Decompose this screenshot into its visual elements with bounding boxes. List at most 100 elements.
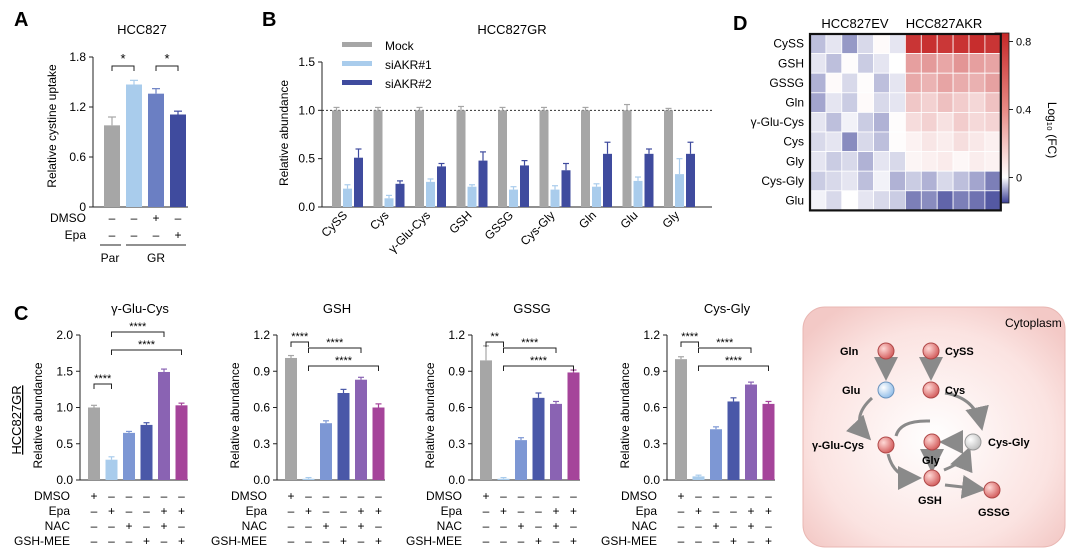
panel-c-row-mark: + — [108, 504, 115, 518]
panel-c-sig-bracket — [698, 347, 752, 353]
heatmap-cell — [873, 151, 890, 172]
panel-c-row-mark: – — [178, 519, 185, 533]
heatmap-cell — [920, 92, 938, 113]
panel-c-sig-bracket — [485, 341, 504, 347]
panel-c-row-label: Epa — [49, 504, 71, 518]
heatmap-cell — [905, 33, 922, 55]
heatmap-cell — [857, 190, 875, 211]
heatmap-cell — [857, 53, 875, 74]
panel-c-row-mark: + — [482, 489, 489, 503]
panel-c-row-mark: + — [677, 489, 684, 503]
panel-b-bar — [539, 110, 549, 207]
heatmap-cell — [984, 170, 1002, 192]
node-gsh — [923, 469, 941, 487]
panel-c-sig-label: **** — [716, 337, 734, 349]
label-gssg: GSSG — [978, 507, 1010, 519]
panel-c-row-label: NAC — [45, 519, 71, 533]
heatmap-cell — [968, 190, 986, 211]
panel-c-row-mark: – — [570, 489, 577, 503]
panel-c-sig-bracket — [308, 347, 362, 353]
panel-c-title: γ-Glu-Cys — [111, 301, 169, 316]
cytoplasm-box — [802, 306, 1066, 548]
heatmap-cell — [841, 72, 859, 94]
heatmap-cell — [920, 112, 938, 133]
panel-c-sig-bracket — [111, 349, 182, 355]
panel-c-row-mark: + — [143, 534, 150, 548]
panel-c-row-mark: – — [695, 519, 702, 533]
heatmap-cell — [825, 151, 843, 172]
panel-a-bar — [148, 93, 164, 207]
panel-c-row-mark: – — [553, 489, 560, 503]
panel-c-row-mark: – — [288, 519, 295, 533]
panel-c-ytick-label: 0.6 — [253, 401, 270, 415]
panel-a-row-mark: – — [175, 211, 182, 225]
panel-c-row-label: NAC — [632, 519, 658, 533]
panel-c-row-mark: – — [305, 489, 312, 503]
panel-c-row-mark: – — [323, 534, 330, 548]
panel-c-bar — [675, 359, 687, 480]
heatmap-cell — [857, 112, 875, 133]
panel-c-row-mark: – — [748, 534, 755, 548]
panel-c-bar — [515, 440, 527, 480]
heatmap-cell — [809, 53, 827, 74]
panel-c-ytick-label: 1.2 — [448, 328, 465, 342]
panel-b-bar — [395, 183, 405, 207]
panel-c-row-mark: – — [340, 519, 347, 533]
heatmap-cell — [952, 112, 970, 133]
panel-b-bar — [384, 198, 394, 207]
panel-b-ylabel: Relative abundance — [277, 80, 291, 186]
panel-c-charts: HCC827GR γ-Glu-Cys Relative abundance 0.0 0… — [9, 301, 775, 548]
panel-c-row-label: GSH-MEE — [601, 534, 657, 548]
node-cyss — [922, 342, 940, 360]
panel-c-ytick-label: 0.9 — [253, 364, 270, 378]
panel-a-row-mark: – — [131, 211, 138, 225]
heatmap-row-label: Gln — [785, 96, 804, 110]
panel-c-row-mark: + — [570, 534, 577, 548]
heatmap-cell — [889, 72, 906, 94]
panel-c-row-mark: – — [483, 504, 490, 518]
heatmap-cell — [841, 190, 859, 211]
panel-b-bar — [498, 110, 507, 207]
panel-b-bar — [354, 157, 363, 207]
colorbar-tick-label: 0.4 — [1016, 105, 1031, 117]
panel-c-bar — [727, 401, 740, 480]
panel-c-row-mark: + — [765, 534, 772, 548]
panel-c-row-mark: + — [747, 519, 754, 533]
panel-b-legend-swatch — [342, 61, 372, 66]
panel-b-chart: HCC827GR Relative abundance 0.0 0.5 1.0 1.5… — [277, 22, 712, 256]
heatmap-cell — [952, 33, 970, 55]
panel-c-bar — [320, 423, 332, 480]
heatmap-cell — [857, 92, 875, 113]
heatmap-cell — [936, 151, 954, 172]
heatmap-cell — [825, 112, 843, 133]
heatmap-cell — [936, 112, 954, 133]
panel-b-bar — [509, 189, 518, 207]
panel-a-row-label: DMSO — [50, 211, 86, 225]
panel-c-ytick-label: 0.3 — [448, 437, 465, 451]
heatmap-cell — [889, 92, 906, 113]
panel-c-row-mark: – — [161, 534, 168, 548]
panel-c-row-label: NAC — [242, 519, 268, 533]
panel-c-row-label: DMSO — [231, 489, 267, 503]
heatmap-cell — [984, 112, 1002, 133]
panel-c-bar — [692, 476, 705, 480]
heatmap-cell — [889, 151, 906, 172]
panel-a-bar — [126, 84, 142, 207]
panel-c-row-mark: – — [518, 489, 525, 503]
panel-b-category-label: GSSG — [482, 208, 516, 242]
heatmap-cell — [920, 190, 938, 211]
heatmap-cell — [968, 131, 986, 153]
panel-b-bar — [437, 166, 446, 207]
panel-c-sig-bracket — [698, 365, 769, 371]
heatmap-cell — [984, 33, 1002, 55]
heatmap-cell — [984, 131, 1002, 153]
heatmap-cell — [825, 131, 843, 153]
heatmap-cell — [984, 72, 1002, 94]
heatmap-row-label: CySS — [773, 37, 804, 51]
heatmap-cell — [905, 92, 922, 113]
panel-c-row-mark: – — [748, 489, 755, 503]
heatmap-cell — [825, 33, 843, 55]
heatmap-cell — [968, 33, 986, 55]
heatmap-row-label: Cys — [783, 135, 804, 149]
panel-c-row-mark: – — [340, 489, 347, 503]
